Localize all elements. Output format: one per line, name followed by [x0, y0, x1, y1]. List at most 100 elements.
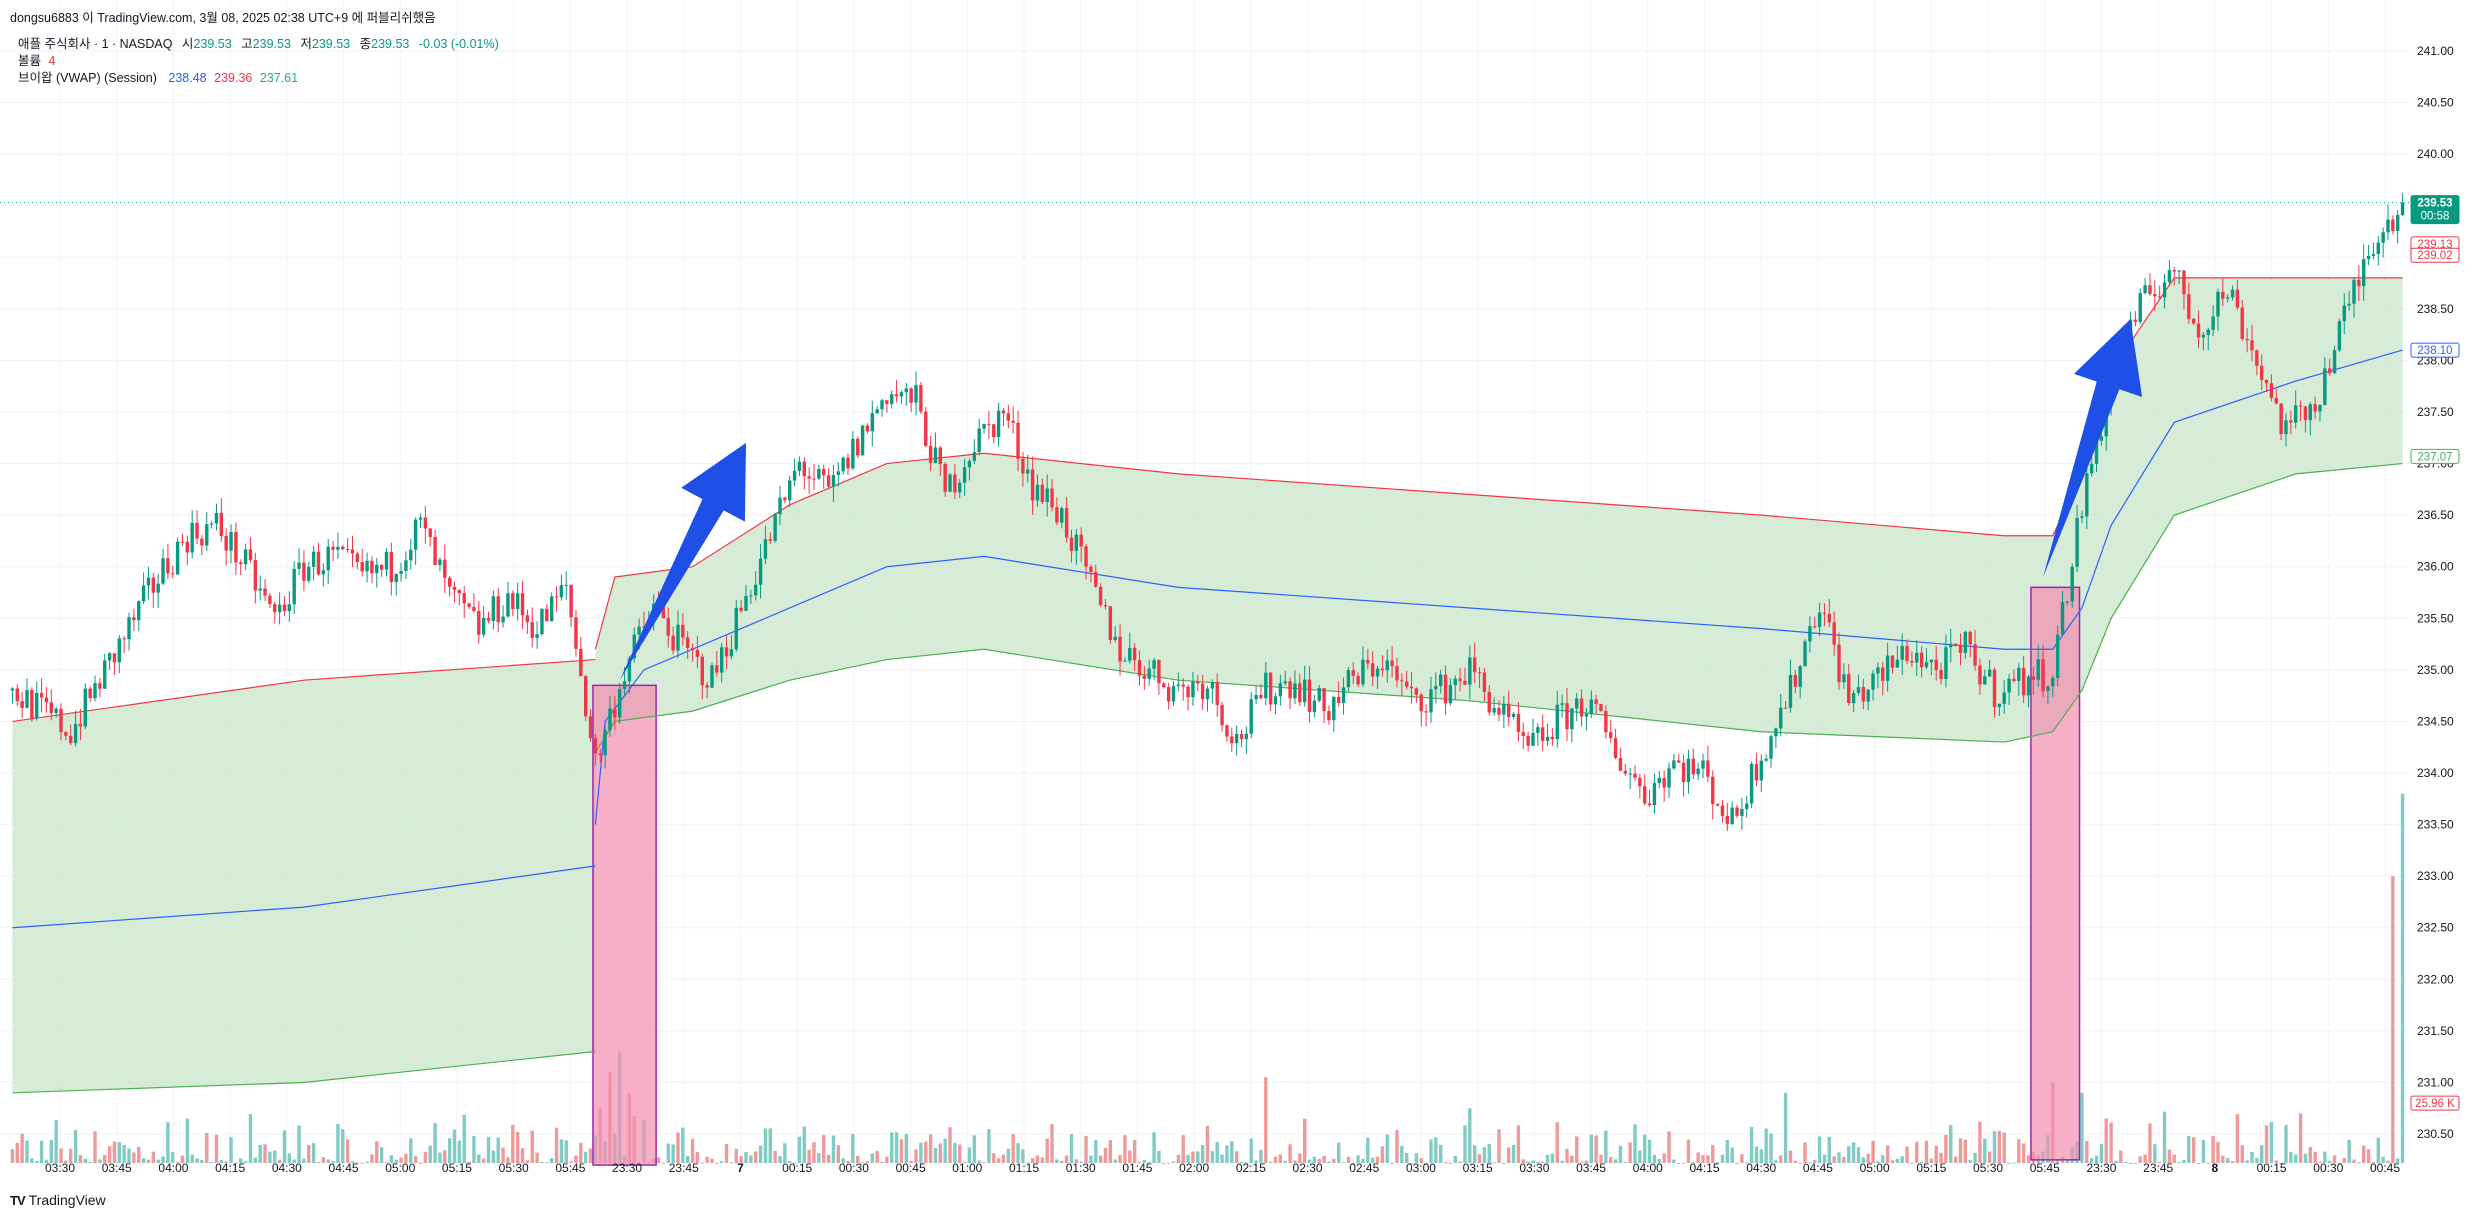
candle-body[interactable]	[1881, 667, 1885, 681]
candle-body[interactable]	[685, 637, 690, 648]
candle-body[interactable]	[744, 595, 748, 611]
candle-body[interactable]	[1774, 728, 1778, 737]
candle-body[interactable]	[350, 549, 355, 554]
candle-body[interactable]	[1089, 566, 1093, 572]
candle-body[interactable]	[788, 480, 792, 501]
candle-body[interactable]	[1565, 703, 1569, 730]
candle-body[interactable]	[268, 595, 272, 605]
candle-body[interactable]	[1662, 777, 1666, 788]
candle-body[interactable]	[1390, 660, 1394, 667]
candle-body[interactable]	[754, 584, 758, 596]
candle-body[interactable]	[1186, 686, 1190, 698]
candle-body[interactable]	[506, 593, 510, 617]
candle-body[interactable]	[501, 616, 505, 623]
candle-body[interactable]	[1536, 727, 1540, 733]
candle-body[interactable]	[1740, 809, 1744, 816]
candle-body[interactable]	[1021, 458, 1025, 474]
candle-body[interactable]	[695, 649, 700, 657]
candle-body[interactable]	[2235, 289, 2240, 308]
candle-body[interactable]	[559, 585, 564, 598]
candle-body[interactable]	[943, 464, 947, 492]
candle-body[interactable]	[1638, 777, 1642, 787]
candle-body[interactable]	[783, 497, 787, 501]
candle-body[interactable]	[1395, 666, 1399, 681]
candle-body[interactable]	[1414, 688, 1419, 695]
candle-body[interactable]	[1623, 770, 1627, 774]
candle-body[interactable]	[214, 512, 219, 524]
candle-body[interactable]	[1628, 773, 1632, 775]
candle-body[interactable]	[98, 683, 102, 689]
candle-body[interactable]	[151, 577, 156, 593]
highlight-box[interactable]	[592, 684, 657, 1166]
candle-body[interactable]	[1618, 757, 1623, 771]
candle-body[interactable]	[1375, 668, 1380, 677]
candle-body[interactable]	[88, 688, 92, 699]
candle-body[interactable]	[1132, 647, 1137, 661]
candle-body[interactable]	[311, 551, 316, 567]
candle-body[interactable]	[321, 570, 326, 575]
candle-body[interactable]	[355, 553, 360, 563]
candle-body[interactable]	[389, 551, 394, 583]
candle-body[interactable]	[141, 585, 146, 602]
candle-body[interactable]	[1827, 613, 1832, 623]
candle-body[interactable]	[1609, 732, 1613, 739]
candle-body[interactable]	[632, 634, 636, 659]
candle-body[interactable]	[1225, 725, 1229, 737]
candle-body[interactable]	[2153, 293, 2157, 297]
candle-body[interactable]	[671, 635, 675, 651]
candle-body[interactable]	[661, 606, 666, 619]
candle-body[interactable]	[2225, 297, 2230, 299]
candle-body[interactable]	[1298, 683, 1302, 703]
candle-body[interactable]	[1040, 484, 1045, 503]
candle-body[interactable]	[1404, 681, 1409, 687]
candle-body[interactable]	[394, 573, 398, 583]
candle-body[interactable]	[1128, 647, 1132, 661]
candle-body[interactable]	[1293, 683, 1297, 699]
candle-body[interactable]	[1701, 760, 1705, 769]
candle-body[interactable]	[1045, 488, 1049, 503]
candle-body[interactable]	[1366, 659, 1370, 664]
candle-body[interactable]	[1677, 760, 1681, 763]
candle-body[interactable]	[515, 593, 520, 609]
candle-body[interactable]	[443, 559, 447, 578]
candle-body[interactable]	[2362, 259, 2366, 287]
candle-body[interactable]	[1939, 670, 1943, 679]
candle-body[interactable]	[1992, 669, 1997, 708]
candle-body[interactable]	[729, 649, 734, 657]
candle-body[interactable]	[865, 425, 870, 432]
candle-body[interactable]	[418, 517, 423, 520]
candle-body[interactable]	[370, 560, 374, 574]
candle-body[interactable]	[2298, 405, 2303, 407]
candle-body[interactable]	[807, 476, 811, 479]
candle-body[interactable]	[1317, 688, 1321, 701]
candle-body[interactable]	[1570, 708, 1574, 730]
candle-body[interactable]	[190, 522, 194, 553]
candle-body[interactable]	[1482, 672, 1487, 692]
candle-body[interactable]	[117, 638, 122, 663]
candle-body[interactable]	[613, 708, 617, 718]
candle-body[interactable]	[705, 685, 709, 688]
candle-body[interactable]	[132, 617, 136, 621]
candle-body[interactable]	[1069, 537, 1074, 551]
candle-body[interactable]	[1196, 681, 1200, 684]
candle-body[interactable]	[996, 410, 1001, 438]
candle-body[interactable]	[1949, 643, 1953, 648]
candle-body[interactable]	[2157, 296, 2162, 298]
candle-body[interactable]	[166, 558, 170, 574]
candle-body[interactable]	[438, 559, 442, 565]
candle-body[interactable]	[44, 697, 49, 703]
candle-body[interactable]	[1604, 711, 1608, 733]
candle-body[interactable]	[331, 546, 335, 550]
candle-body[interactable]	[1997, 703, 2002, 708]
candle-body[interactable]	[1973, 644, 1977, 666]
candle-body[interactable]	[205, 524, 209, 546]
candle-body[interactable]	[2221, 291, 2225, 299]
candle-body[interactable]	[569, 584, 573, 618]
candle-body[interactable]	[1419, 694, 1423, 712]
candle-body[interactable]	[1312, 700, 1317, 712]
candle-body[interactable]	[1822, 612, 1827, 614]
candle-body[interactable]	[1273, 696, 1278, 705]
candle-body[interactable]	[209, 523, 214, 525]
candle-body[interactable]	[399, 570, 403, 574]
candle-body[interactable]	[379, 564, 384, 570]
